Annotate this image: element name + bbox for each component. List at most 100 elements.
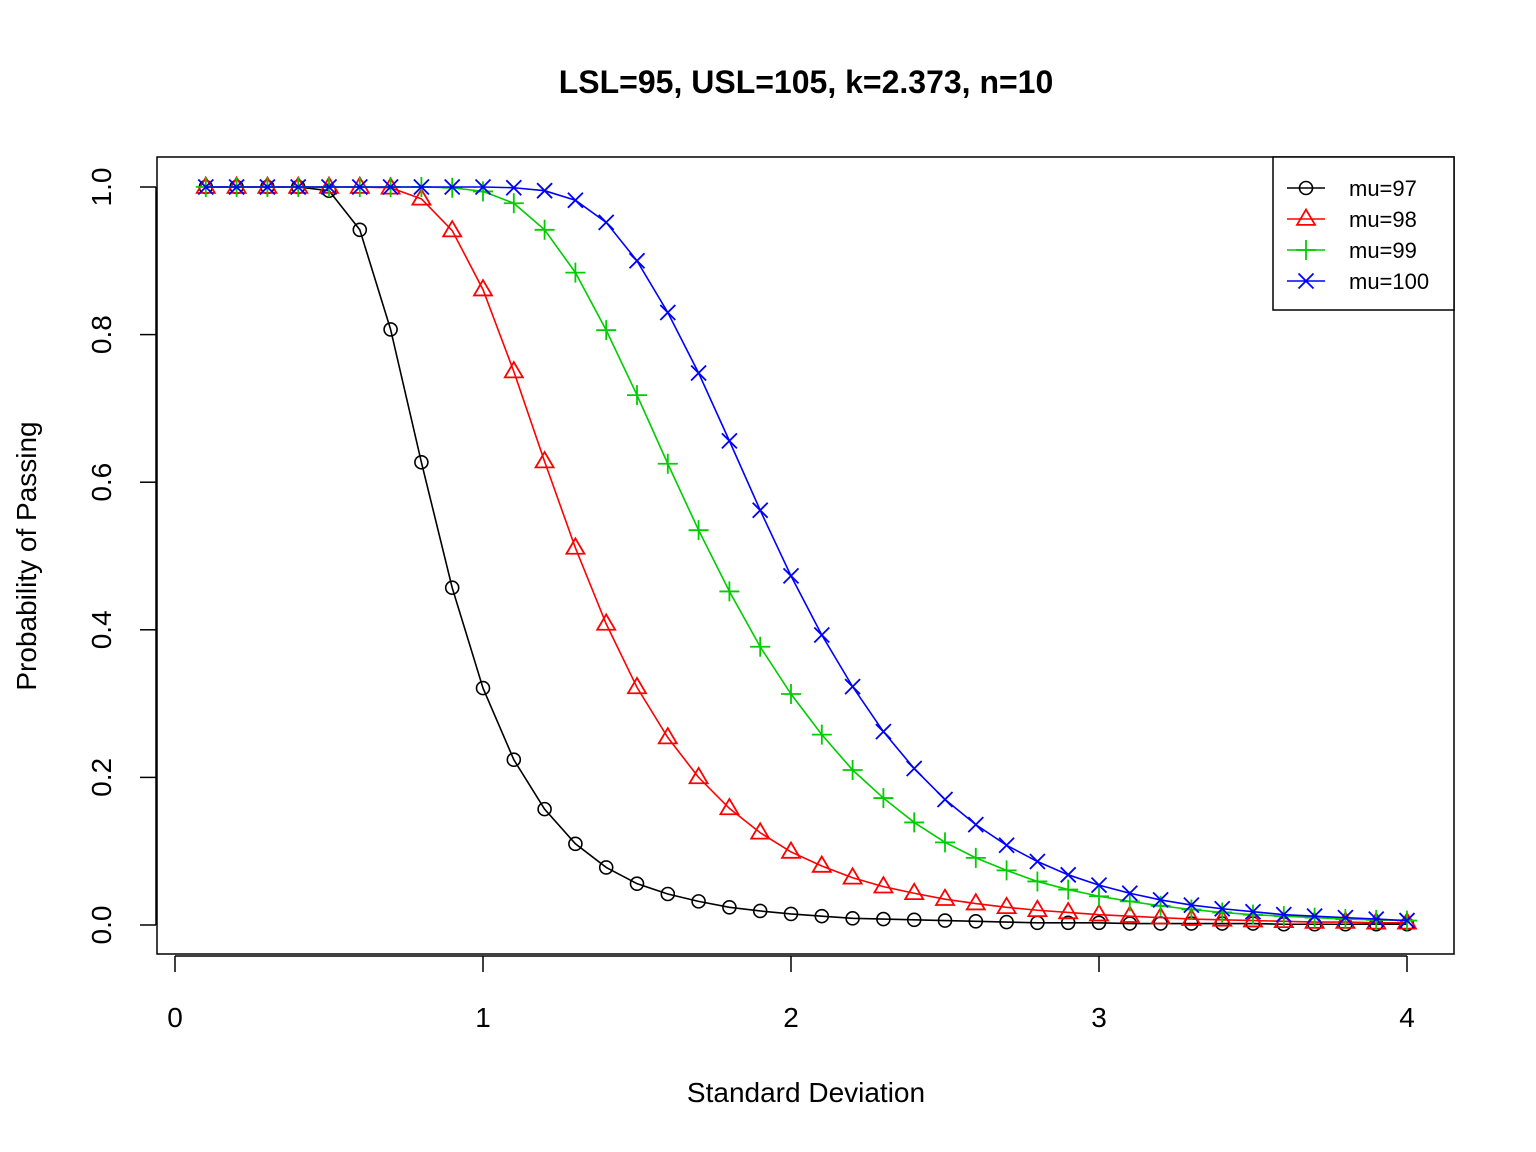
- data-point: [475, 680, 491, 696]
- data-point: [1180, 907, 1202, 926]
- data-point: [1212, 902, 1233, 923]
- data-point: [1181, 899, 1202, 920]
- data-point: [1211, 908, 1233, 927]
- data-point: [598, 860, 614, 875]
- data-point: [903, 882, 925, 901]
- data-point: [474, 178, 492, 196]
- data-point: [626, 676, 648, 695]
- data-point: [382, 178, 399, 196]
- data-point: [906, 912, 922, 928]
- data-point: [842, 760, 863, 781]
- series-line: [205, 186, 1408, 922]
- data-point: [565, 262, 586, 283]
- data-point: [506, 752, 522, 767]
- y-tick-label: 0.0: [86, 906, 117, 945]
- data-point: [1214, 900, 1231, 917]
- data-point: [996, 896, 1018, 915]
- series-line: [205, 186, 1407, 924]
- data-point: [1029, 853, 1046, 870]
- data-point: [534, 219, 555, 240]
- data-point: [567, 192, 584, 209]
- data-point: [1152, 891, 1169, 909]
- data-point: [410, 187, 432, 206]
- data-point: [1242, 909, 1264, 928]
- data-point: [564, 536, 586, 555]
- legend-marker: [1298, 180, 1314, 196]
- data-point: [719, 581, 740, 602]
- y-tick-label: 0.8: [86, 315, 117, 354]
- data-point: [872, 875, 894, 894]
- data-point: [937, 913, 953, 928]
- data-point: [811, 854, 833, 873]
- data-point: [875, 723, 892, 740]
- legend-label: mu=100: [1349, 269, 1429, 294]
- x-tick-label: 3: [1091, 1002, 1107, 1033]
- data-point: [1122, 916, 1138, 931]
- legend: mu=97 mu=98 mu=99 mu=100: [1272, 156, 1455, 311]
- data-point: [473, 181, 493, 202]
- data-point: [996, 860, 1017, 881]
- data-point: [904, 812, 925, 833]
- data-point: [873, 788, 894, 809]
- data-point: [718, 797, 740, 816]
- y-axis-label: Probability of Passing: [11, 421, 42, 690]
- data-point: [965, 847, 986, 868]
- series-mu=100: [197, 178, 1416, 929]
- legend-marker: [1296, 240, 1316, 260]
- data-point: [811, 724, 832, 745]
- data-point: [934, 887, 956, 906]
- chart-title: LSL=95, USL=105, k=2.373, n=10: [559, 64, 1054, 100]
- x-tick-label: 0: [167, 1002, 183, 1033]
- data-point: [657, 726, 679, 745]
- data-point: [749, 821, 771, 840]
- x-tick-label: 1: [475, 1002, 491, 1033]
- data-point: [688, 766, 710, 785]
- data-point: [967, 816, 984, 833]
- data-point: [1121, 885, 1138, 902]
- series-line: [205, 186, 1407, 926]
- data-point: [1304, 907, 1325, 928]
- data-point: [935, 832, 955, 853]
- data-point: [783, 906, 799, 922]
- data-point: [534, 450, 556, 469]
- legend-label: mu=97: [1349, 176, 1417, 201]
- data-point: [722, 899, 737, 915]
- data-point: [1398, 912, 1416, 929]
- series-layer: [195, 175, 1418, 932]
- data-point: [936, 791, 954, 808]
- data-point: [1060, 915, 1076, 931]
- legend-label: mu=99: [1349, 238, 1417, 263]
- data-point: [472, 278, 494, 297]
- data-point: [752, 502, 769, 519]
- data-point: [503, 360, 525, 379]
- data-point: [595, 612, 617, 631]
- data-point: [752, 903, 768, 919]
- data-point: [1306, 908, 1323, 925]
- data-point: [444, 178, 461, 196]
- data-point: [627, 385, 647, 406]
- y-axis: 0.0 0.2 0.4 0.6 0.8 1.0: [86, 168, 157, 945]
- data-point: [1368, 910, 1385, 928]
- y-tick-label: 0.4: [86, 610, 117, 649]
- data-point: [782, 567, 800, 585]
- data-point: [1243, 904, 1263, 925]
- plot-frame: [156, 156, 1455, 955]
- data-point: [383, 322, 398, 337]
- data-point: [290, 178, 307, 196]
- data-point: [536, 182, 553, 199]
- data-point: [1091, 915, 1107, 931]
- y-tick-label: 0.6: [86, 463, 117, 502]
- x-axis: 0 1 2 3 4: [167, 955, 1415, 1033]
- data-point: [1275, 906, 1292, 923]
- data-point: [906, 760, 923, 777]
- x-axis-label: Standard Deviation: [687, 1077, 925, 1108]
- y-tick-label: 0.2: [86, 758, 117, 797]
- data-point: [197, 178, 214, 196]
- data-point: [320, 178, 338, 196]
- data-point: [1089, 886, 1109, 907]
- data-point: [688, 520, 709, 541]
- data-point: [628, 252, 646, 269]
- data-point: [814, 908, 830, 924]
- data-point: [660, 886, 676, 902]
- data-point: [413, 178, 430, 196]
